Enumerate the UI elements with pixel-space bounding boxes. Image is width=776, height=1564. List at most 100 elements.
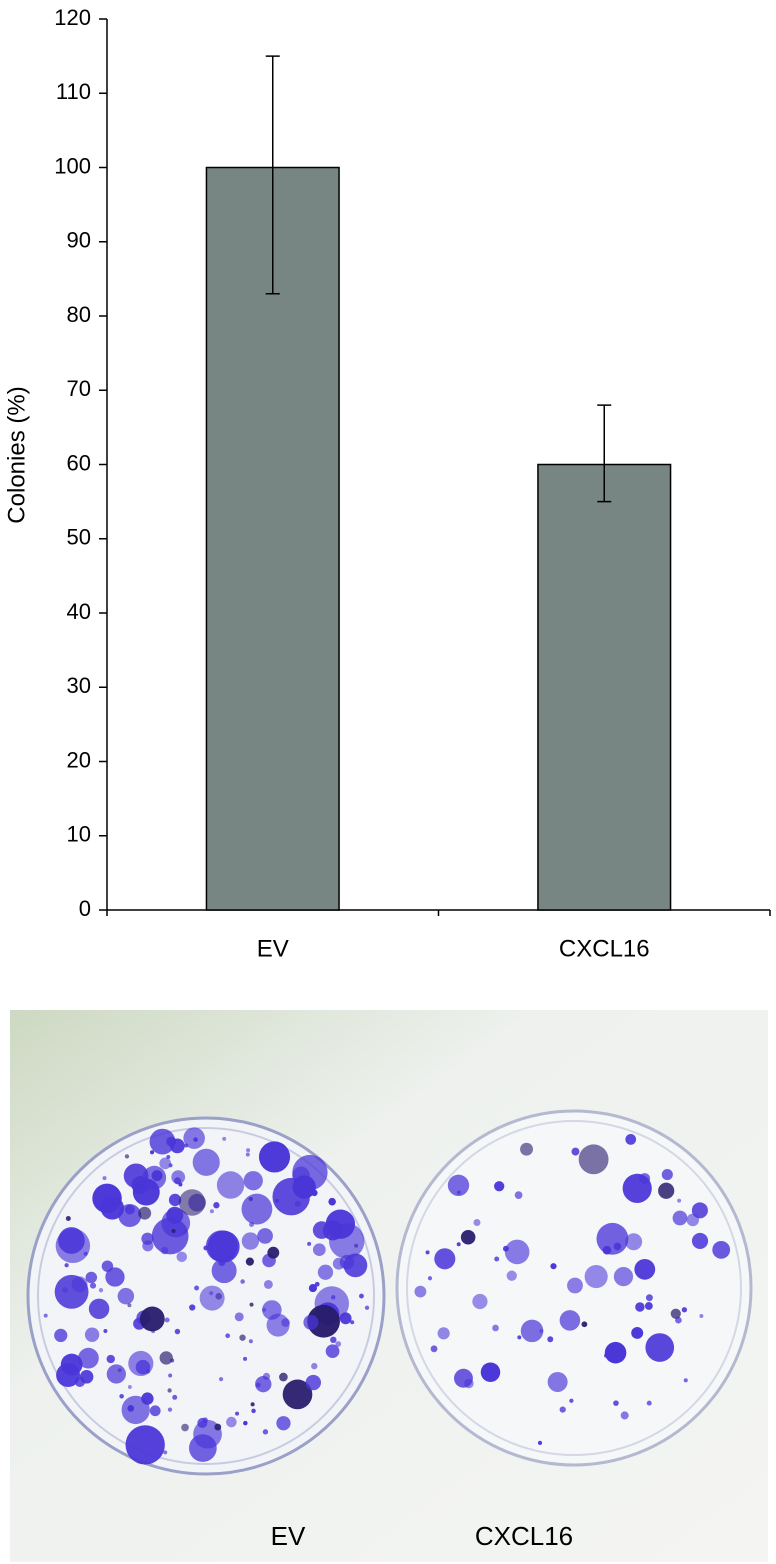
dish-rim: [406, 1120, 742, 1456]
colony: [127, 1303, 132, 1308]
colony: [460, 1229, 476, 1245]
colony: [571, 1147, 580, 1156]
colony: [178, 1189, 206, 1216]
colony: [343, 1253, 368, 1278]
colony: [85, 1271, 98, 1284]
colony: [222, 1136, 227, 1141]
colony: [520, 1319, 544, 1343]
y-tick-label: 30: [67, 673, 91, 698]
colony: [125, 1425, 165, 1465]
colony: [62, 1287, 69, 1293]
colony: [71, 1276, 88, 1293]
colony: [681, 1307, 688, 1313]
colony: [197, 1417, 208, 1428]
colony: [262, 1429, 269, 1435]
colony: [209, 1209, 214, 1214]
colony: [240, 1279, 245, 1284]
colony: [454, 1368, 473, 1388]
colony: [151, 1170, 163, 1182]
colony: [65, 1215, 71, 1222]
colony: [243, 1171, 263, 1191]
y-tick-label: 70: [67, 376, 91, 401]
colony: [480, 1362, 501, 1382]
colony: [102, 1176, 107, 1181]
colony: [434, 1248, 456, 1270]
colony: [473, 1219, 481, 1227]
colony: [249, 1302, 254, 1307]
colony: [119, 1394, 124, 1399]
colony: [625, 1134, 637, 1145]
colony: [151, 1217, 189, 1255]
y-tick-label: 0: [79, 896, 91, 921]
colony: [275, 1198, 280, 1203]
colony: [83, 1251, 88, 1256]
colony: [646, 1400, 652, 1406]
y-tick-label: 50: [67, 525, 91, 550]
colony: [547, 1371, 568, 1392]
colony: [171, 1170, 186, 1185]
colony: [257, 1228, 273, 1244]
x-tick-label: CXCL16: [559, 935, 650, 962]
colony: [691, 1232, 709, 1250]
colony: [159, 1351, 173, 1365]
colony: [103, 1329, 108, 1334]
colony: [139, 1306, 165, 1332]
colony: [307, 1241, 312, 1246]
colony: [604, 1341, 627, 1364]
colony: [159, 1157, 172, 1170]
colony: [141, 1232, 154, 1245]
colony: [504, 1239, 530, 1265]
colony: [250, 1402, 255, 1407]
colony: [645, 1333, 675, 1362]
colony: [234, 1312, 244, 1322]
colony: [226, 1416, 237, 1428]
colony: [430, 1345, 438, 1353]
colony: [207, 1230, 240, 1263]
colony: [330, 1336, 337, 1344]
colony: [634, 1258, 656, 1280]
y-tick-label: 40: [67, 599, 91, 624]
colony: [149, 1128, 176, 1155]
colony: [101, 1260, 114, 1272]
colonies: [43, 1127, 731, 1465]
colony: [189, 1304, 196, 1311]
colony: [124, 1154, 130, 1159]
y-tick-label: 100: [54, 153, 91, 178]
colony: [520, 1142, 533, 1156]
colony: [79, 1370, 94, 1384]
colony: [88, 1298, 110, 1320]
colony: [98, 1288, 104, 1293]
x-tick-label: EV: [257, 935, 289, 962]
colony: [194, 1285, 200, 1291]
colony: [506, 1270, 517, 1281]
colony: [54, 1328, 68, 1343]
colony: [276, 1416, 291, 1431]
colony: [110, 1202, 115, 1207]
colony: [620, 1411, 629, 1420]
colony: [43, 1313, 48, 1318]
colony: [303, 1314, 319, 1330]
colony: [335, 1341, 342, 1347]
colony: [246, 1148, 251, 1153]
colony: [414, 1285, 427, 1298]
colony: [239, 1334, 246, 1341]
colony: [127, 1405, 135, 1412]
colony: [168, 1373, 173, 1378]
error-bar: [597, 404, 612, 503]
colony: [262, 1372, 271, 1380]
colony: [262, 1300, 282, 1320]
colony: [102, 1200, 107, 1205]
colony: [581, 1321, 588, 1328]
colony: [305, 1374, 322, 1391]
colony: [677, 1198, 682, 1203]
colony: [447, 1174, 470, 1197]
colony: [225, 1333, 231, 1339]
error-bar: [265, 55, 280, 295]
dish-rim: [37, 1127, 375, 1465]
y-tick-label: 20: [67, 747, 91, 772]
bar: [537, 463, 672, 911]
colony: [78, 1347, 99, 1369]
colony: [456, 1242, 461, 1247]
colony: [105, 1267, 125, 1287]
